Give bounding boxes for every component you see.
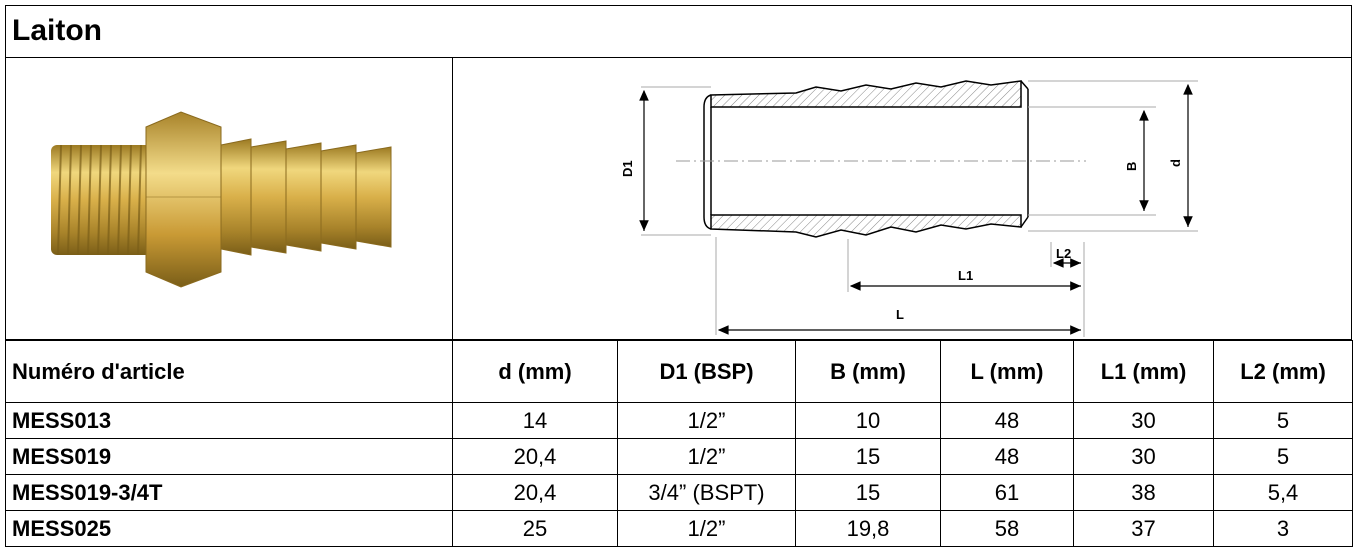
drawing-label-b: B: [1124, 162, 1139, 171]
cell-l: 58: [940, 510, 1074, 547]
cell-l2: 5: [1213, 438, 1353, 475]
drawing-label-l2: L2: [1056, 246, 1071, 261]
cell-l1: 30: [1073, 438, 1214, 475]
table-row: MESS013 14 1/2” 10 48 30 5: [5, 402, 1353, 439]
article-code: MESS019: [5, 438, 453, 475]
brass-hose-barb-fitting-icon: [51, 111, 392, 288]
cell-d: 25: [452, 510, 618, 547]
cell-d: 20,4: [452, 438, 618, 475]
cell-d: 14: [452, 402, 618, 439]
article-code: MESS013: [5, 402, 453, 439]
cell-b: 10: [795, 402, 941, 439]
drawing-label-l: L: [896, 307, 904, 322]
cell-l2: 5,4: [1213, 474, 1353, 511]
cell-l: 61: [940, 474, 1074, 511]
image-divider: [452, 57, 453, 340]
article-code: MESS019-3/4T: [5, 474, 453, 511]
header-article-number: Numéro d'article: [5, 340, 453, 403]
cell-d1: 1/2”: [617, 402, 796, 439]
cell-b: 15: [795, 474, 941, 511]
cell-d: 20,4: [452, 474, 618, 511]
hose-barb-technical-drawing-icon: D1 B d L2 L1 L: [620, 80, 1198, 337]
illustration-row: D1 B d L2 L1 L: [5, 57, 1352, 340]
header-l: L (mm): [940, 340, 1074, 403]
table-row: MESS019-3/4T 20,4 3/4” (BSPT) 15 61 38 5…: [5, 474, 1353, 511]
title-bar: Laiton: [5, 5, 1352, 58]
cell-l2: 3: [1213, 510, 1353, 547]
header-l2: L2 (mm): [1213, 340, 1353, 403]
table-row: MESS019 20,4 1/2” 15 48 30 5: [5, 438, 1353, 475]
page-title: Laiton: [12, 14, 102, 47]
table-row: MESS025 25 1/2” 19,8 58 37 3: [5, 510, 1353, 547]
cell-b: 15: [795, 438, 941, 475]
drawing-label-d1: D1: [620, 160, 635, 177]
drawing-label-d: d: [1168, 159, 1183, 167]
header-d: d (mm): [452, 340, 618, 403]
cell-l: 48: [940, 402, 1074, 439]
header-b: B (mm): [795, 340, 941, 403]
cell-d1: 1/2”: [617, 510, 796, 547]
cell-d1: 1/2”: [617, 438, 796, 475]
table-header-row: Numéro d'article d (mm) D1 (BSP) B (mm) …: [5, 340, 1353, 403]
cell-l2: 5: [1213, 402, 1353, 439]
cell-d1: 3/4” (BSPT): [617, 474, 796, 511]
cell-l: 48: [940, 438, 1074, 475]
specifications-table: Numéro d'article d (mm) D1 (BSP) B (mm) …: [5, 340, 1353, 547]
header-d1: D1 (BSP): [617, 340, 796, 403]
cell-l1: 37: [1073, 510, 1214, 547]
header-l1: L1 (mm): [1073, 340, 1214, 403]
cell-b: 19,8: [795, 510, 941, 547]
cell-l1: 38: [1073, 474, 1214, 511]
article-code: MESS025: [5, 510, 453, 547]
cell-l1: 30: [1073, 402, 1214, 439]
drawing-label-l1: L1: [958, 268, 973, 283]
